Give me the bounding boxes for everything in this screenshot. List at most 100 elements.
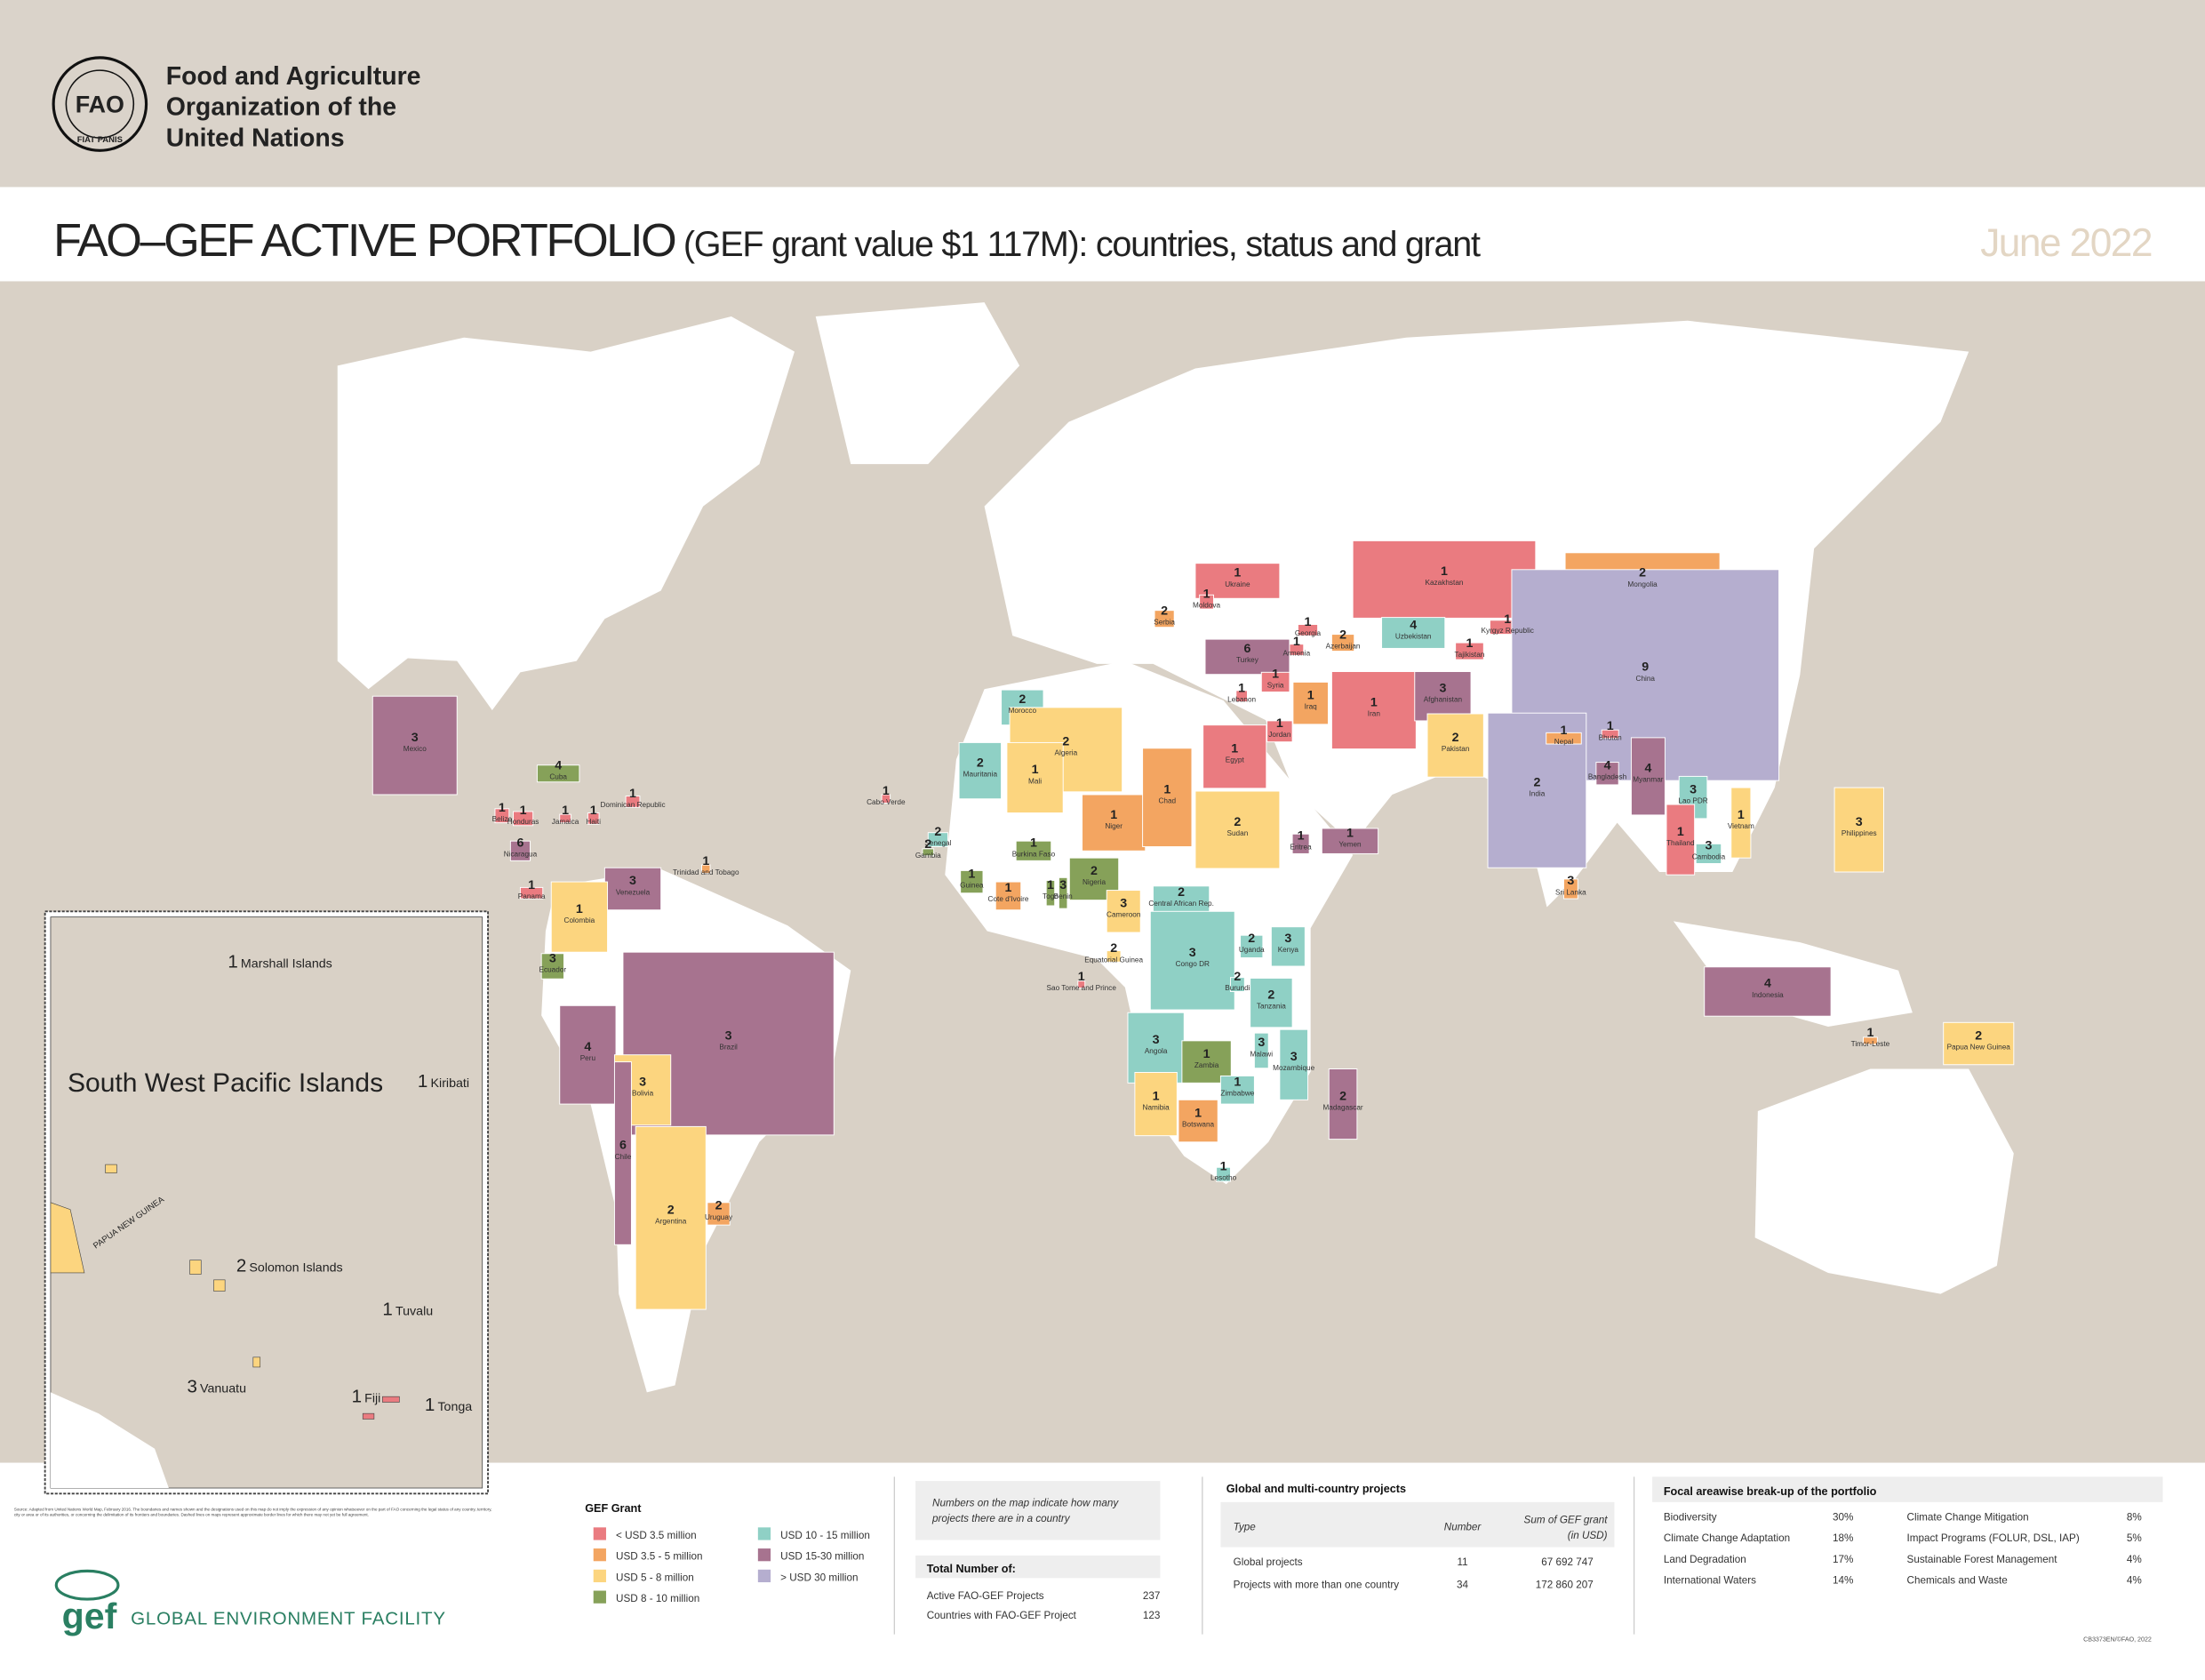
country-name: Mali xyxy=(1028,777,1042,785)
inset-country: 3 Vanuatu xyxy=(187,1376,246,1396)
country-area xyxy=(1279,1028,1308,1100)
global-type: Projects with more than one country xyxy=(1234,1579,1400,1590)
country-area xyxy=(1194,563,1281,599)
project-count: 1 xyxy=(629,787,636,801)
country-area xyxy=(995,881,1022,911)
country-name: Cambodia xyxy=(1692,853,1726,861)
country-name: Solomon Islands xyxy=(249,1260,342,1275)
country-area xyxy=(1230,977,1245,992)
country-area xyxy=(1250,977,1293,1028)
country-area xyxy=(540,953,564,980)
country-area xyxy=(1289,644,1305,656)
project-count: 3 xyxy=(1258,1036,1265,1050)
island xyxy=(362,1412,375,1420)
country-areas xyxy=(371,540,2015,1310)
global-number: 34 xyxy=(1457,1579,1469,1590)
project-count: 1 xyxy=(1346,826,1354,840)
legend: < USD 3.5 million USD 3.5 - 5 million USD … xyxy=(593,1527,870,1604)
project-count: 2 xyxy=(1019,692,1026,707)
country-area xyxy=(1352,540,1537,619)
island xyxy=(189,1260,202,1275)
project-count: 6 xyxy=(516,836,523,851)
project-count: 1 xyxy=(1276,716,1283,731)
project-count: 1 xyxy=(1032,763,1039,777)
legend-label: USD 15-30 million xyxy=(780,1551,864,1563)
country-name: Lao PDR xyxy=(1678,796,1707,804)
project-count: 1 xyxy=(425,1395,435,1415)
country-area xyxy=(958,741,1003,800)
project-count: 2 xyxy=(1339,628,1346,642)
project-count: 1 xyxy=(1677,825,1684,839)
country-area xyxy=(922,848,935,857)
project-count: 2 xyxy=(1639,566,1646,580)
country-name: Tuvalu xyxy=(395,1304,433,1318)
country-name: Ukraine xyxy=(1225,580,1250,588)
inset-country: 1 Fiji xyxy=(352,1387,381,1407)
country-name: Burkina Faso xyxy=(1012,851,1056,859)
project-count: 3 xyxy=(1856,815,1863,829)
global-number: 11 xyxy=(1457,1556,1467,1568)
country-area xyxy=(1695,843,1722,864)
country-name: Thailand xyxy=(1666,839,1695,847)
country-name: Zimbabwe xyxy=(1220,1090,1254,1098)
project-count: 2 xyxy=(977,756,984,770)
focal-share: 30% xyxy=(1833,1511,1853,1523)
inset-title: South West Pacific Islands xyxy=(68,1068,383,1098)
country-area xyxy=(1595,762,1619,786)
focal-share: 14% xyxy=(1833,1575,1853,1587)
global-type: Global projects xyxy=(1234,1556,1303,1568)
country-name: Sudan xyxy=(1227,829,1249,837)
global-title: Global and multi-country projects xyxy=(1226,1483,1406,1495)
country-area xyxy=(587,812,600,825)
country-area xyxy=(1414,671,1472,722)
country-area xyxy=(1730,787,1752,859)
project-count: 1 xyxy=(499,801,506,815)
country-name: Armenia xyxy=(1283,649,1311,657)
global-header: Sum of GEF grant xyxy=(1524,1515,1609,1526)
country-name: Afghanistan xyxy=(1424,696,1463,704)
country-name: Equatorial Guinea xyxy=(1084,956,1143,964)
focal-area: Land Degradation xyxy=(1664,1554,1746,1565)
country-name: Namibia xyxy=(1143,1103,1170,1111)
country-area xyxy=(1142,748,1193,847)
project-count: 3 xyxy=(1153,1033,1160,1047)
project-count: 2 xyxy=(924,837,931,852)
project-count: 1 xyxy=(1305,615,1312,629)
country-name: Sao Tome and Prince xyxy=(1047,984,1117,992)
country-area xyxy=(1240,934,1264,958)
greenland xyxy=(815,302,1020,465)
project-count: 1 xyxy=(562,804,569,818)
totals-bar xyxy=(915,1555,1161,1579)
inset: South West Pacific Islands PAPUA NEW GUI… xyxy=(44,910,489,1495)
gef-logo: gef GLOBAL ENVIRONMENT FACILITY xyxy=(54,1569,445,1636)
global-header-bar xyxy=(1220,1501,1615,1548)
project-count: 1 xyxy=(1110,808,1117,822)
project-count: 1 xyxy=(1231,742,1238,756)
global-table: Global projects 11 67 692 747 Projects with… xyxy=(1234,1556,1594,1590)
project-count: 6 xyxy=(1244,642,1251,656)
project-count: 4 xyxy=(1410,618,1417,632)
country-name: Madagascar xyxy=(1322,1103,1362,1111)
country-area xyxy=(1563,878,1578,900)
country-area xyxy=(1006,741,1064,814)
project-count: 2 xyxy=(1452,731,1459,745)
country-name: Kyrgyz Republic xyxy=(1481,627,1533,635)
project-count: 1 xyxy=(1561,724,1568,738)
country-name: Togo xyxy=(1043,892,1059,900)
global-header: Number xyxy=(1444,1521,1482,1532)
country-area xyxy=(1253,1032,1269,1069)
country-name: Timor-Leste xyxy=(1851,1040,1890,1048)
country-area xyxy=(701,864,711,875)
country-name: Iraq xyxy=(1305,702,1318,710)
country-name: Marshall Islands xyxy=(241,957,332,972)
project-count: 1 xyxy=(1866,1026,1873,1040)
project-count: 3 xyxy=(629,874,636,888)
project-count: 1 xyxy=(1293,635,1300,649)
country-name: Jamaica xyxy=(552,818,579,826)
project-count: 3 xyxy=(549,951,556,965)
country-name: Gambia xyxy=(915,852,941,860)
org-name: Food and Agriculture xyxy=(166,62,421,91)
inset-sea xyxy=(50,916,483,1489)
